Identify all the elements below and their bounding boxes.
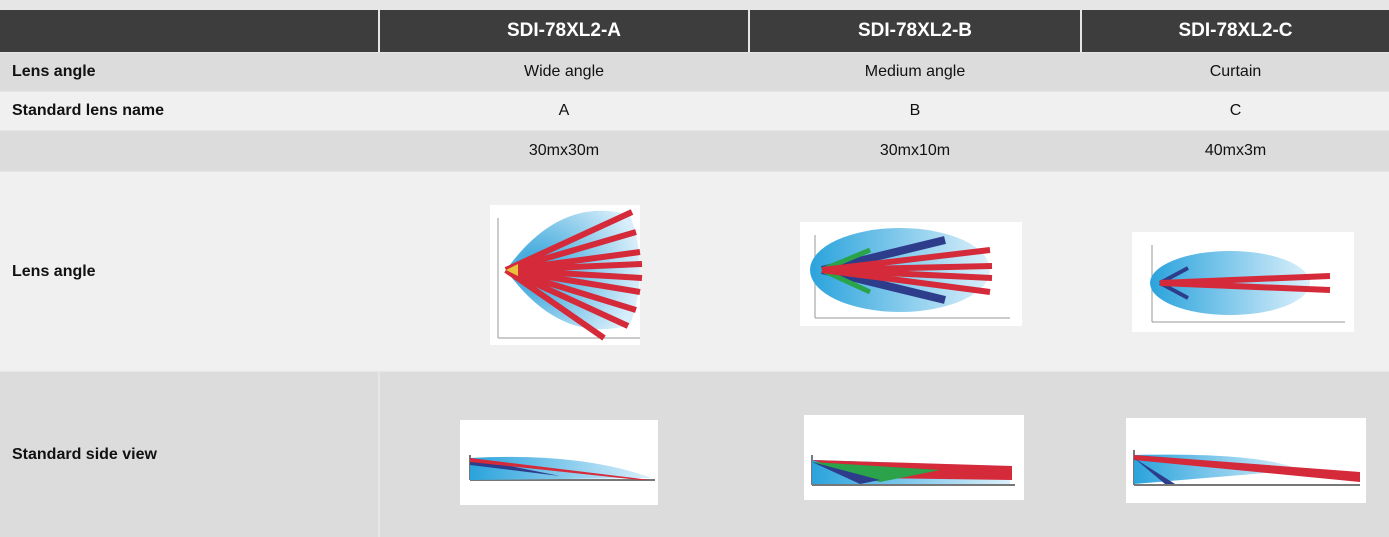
header-corner [0, 10, 378, 52]
cell: Wide angle [523, 63, 605, 80]
lens-diagram-a [490, 205, 643, 345]
row-label-cell: Standard side view [0, 372, 378, 537]
column-header: SDI-78XL2-A [380, 10, 748, 52]
cell: 30mx30m [528, 142, 600, 159]
cell: 30mx10m [879, 142, 951, 159]
row-background [0, 131, 1389, 171]
row-label: Standard side view [12, 445, 157, 463]
cell: A [558, 102, 570, 119]
cell: B [909, 102, 921, 119]
cell: C [1229, 102, 1242, 119]
cell: Medium angle [864, 63, 966, 80]
side-view-c [1126, 418, 1366, 503]
side-view-a [460, 420, 658, 505]
row-label: Standard lens name [0, 92, 1389, 130]
cell: 40mx3m [1204, 142, 1267, 159]
lens-diagram-c [1132, 232, 1354, 332]
cell: Curtain [1209, 63, 1262, 80]
column-header: SDI-78XL2-C [1082, 10, 1389, 52]
lens-diagram-b [800, 222, 1022, 326]
side-view-b [804, 415, 1024, 500]
column-header: SDI-78XL2-B [750, 10, 1080, 52]
row-label: Lens angle [0, 53, 1389, 91]
